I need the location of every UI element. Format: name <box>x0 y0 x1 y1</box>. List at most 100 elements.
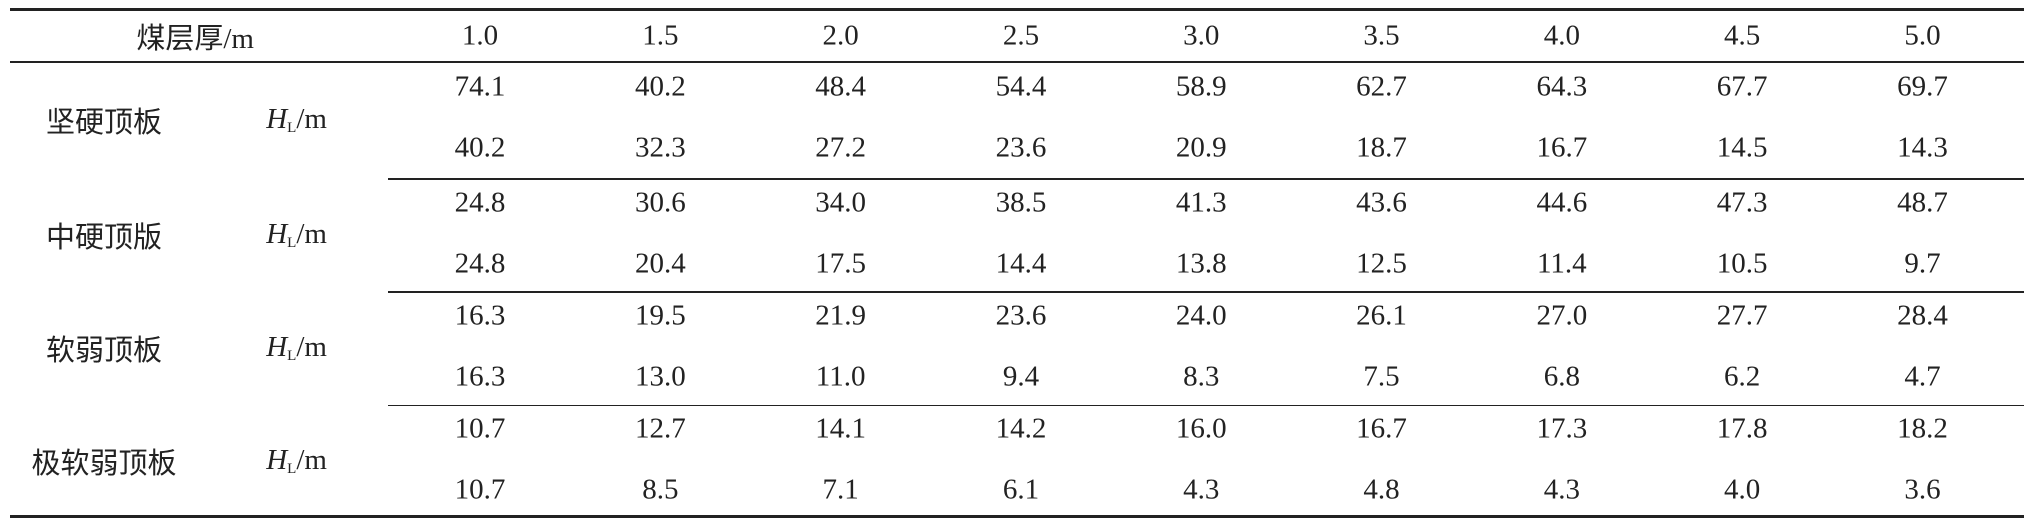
cell: 30.6 <box>634 186 686 219</box>
cell: 12.7 <box>634 412 686 445</box>
cell: 13.0 <box>634 360 686 393</box>
cell: 13.8 <box>1175 247 1227 280</box>
unit: HL/m <box>266 218 327 252</box>
rule <box>387 404 2025 407</box>
cell: 14.1 <box>815 412 866 445</box>
unit-subscript: L <box>287 460 297 477</box>
cell: 40.2 <box>454 131 506 164</box>
unit-symbol: H <box>266 217 288 250</box>
unit-suffix: /m <box>296 443 327 476</box>
rule <box>387 178 2025 180</box>
cell: 24.0 <box>1175 299 1227 332</box>
cell: 19.5 <box>634 299 686 332</box>
cell: 38.5 <box>995 186 1047 219</box>
cell: 43.6 <box>1356 186 1407 219</box>
cell: 7.1 <box>822 473 859 506</box>
cell: 20.9 <box>1175 131 1227 164</box>
unit-subscript: L <box>287 120 297 137</box>
cell: 8.5 <box>642 473 679 506</box>
column-header: 3.5 <box>1363 19 1400 52</box>
column-header: 5.0 <box>1904 19 1941 52</box>
unit: HL/m <box>266 331 327 365</box>
unit-suffix: /m <box>296 103 327 136</box>
rule <box>10 515 2025 519</box>
cell: 20.4 <box>634 247 686 280</box>
column-header: 1.0 <box>461 19 499 52</box>
cell: 27.7 <box>1716 299 1768 332</box>
cell: 14.2 <box>995 412 1047 445</box>
cell: 4.7 <box>1904 360 1941 393</box>
column-header: 2.0 <box>822 19 859 52</box>
cell: 67.7 <box>1716 70 1768 103</box>
header-label: 煤层厚/m <box>136 23 254 56</box>
cell: 6.1 <box>1002 473 1040 506</box>
cell: 16.3 <box>454 299 506 332</box>
cell: 44.6 <box>1536 186 1588 219</box>
group-name: 坚硬顶板 <box>46 107 163 140</box>
cell: 14.5 <box>1716 131 1768 164</box>
cell: 69.7 <box>1897 70 1948 103</box>
cell: 16.7 <box>1536 131 1588 164</box>
cell: 3.6 <box>1904 473 1941 506</box>
unit-subscript: L <box>287 234 297 251</box>
cell: 26.1 <box>1356 299 1407 332</box>
column-header: 2.5 <box>1002 19 1040 52</box>
unit-suffix: /m <box>296 217 327 250</box>
cell: 7.5 <box>1363 360 1400 393</box>
cell: 16.0 <box>1175 412 1227 445</box>
cell: 24.8 <box>454 186 506 219</box>
cell: 18.7 <box>1356 131 1407 164</box>
rule <box>387 291 2025 293</box>
cell: 54.4 <box>995 70 1047 103</box>
unit-suffix: /m <box>296 330 327 363</box>
cell: 58.9 <box>1175 70 1227 103</box>
group-name: 中硬顶版 <box>46 221 163 254</box>
cell: 48.7 <box>1897 186 1948 219</box>
cell: 48.4 <box>815 70 866 103</box>
group-name: 软弱顶板 <box>46 334 163 367</box>
unit-symbol: H <box>266 330 288 363</box>
cell: 21.9 <box>815 299 866 332</box>
column-header: 4.5 <box>1724 19 1761 52</box>
cell: 6.8 <box>1543 360 1580 393</box>
cell: 34.0 <box>815 186 866 219</box>
cell: 62.7 <box>1356 70 1407 103</box>
rule <box>10 61 2025 63</box>
cell: 9.4 <box>1002 360 1040 393</box>
cell: 28.4 <box>1897 299 1948 332</box>
cell: 11.4 <box>1537 247 1587 280</box>
cell: 27.2 <box>815 131 866 164</box>
cell: 16.7 <box>1356 412 1407 445</box>
cell: 47.3 <box>1716 186 1768 219</box>
cell: 11.0 <box>815 360 866 393</box>
cell: 8.3 <box>1183 360 1220 393</box>
column-header: 1.5 <box>642 19 679 52</box>
cell: 9.7 <box>1904 247 1941 280</box>
cell: 23.6 <box>995 131 1047 164</box>
cell: 10.7 <box>454 412 506 445</box>
cell: 12.5 <box>1356 247 1407 280</box>
cell: 6.2 <box>1724 360 1761 393</box>
cell: 4.3 <box>1183 473 1220 506</box>
unit-symbol: H <box>266 443 288 476</box>
unit: HL/m <box>266 103 327 137</box>
unit: HL/m <box>266 444 327 478</box>
cell: 14.3 <box>1897 131 1948 164</box>
cell: 4.8 <box>1363 473 1400 506</box>
cell: 17.3 <box>1536 412 1588 445</box>
column-header: 3.0 <box>1183 19 1220 52</box>
cell: 10.5 <box>1716 247 1768 280</box>
cell: 23.6 <box>995 299 1047 332</box>
cell: 64.3 <box>1536 70 1588 103</box>
cell: 10.7 <box>454 473 506 506</box>
group-name: 极软弱顶板 <box>31 447 177 480</box>
cell: 14.4 <box>995 247 1047 280</box>
cell: 16.3 <box>454 360 506 393</box>
cell: 74.1 <box>454 70 506 103</box>
cell: 17.5 <box>815 247 866 280</box>
cell: 18.2 <box>1897 412 1948 445</box>
cell: 17.8 <box>1716 412 1768 445</box>
unit-symbol: H <box>266 103 288 136</box>
rule <box>10 7 2025 11</box>
